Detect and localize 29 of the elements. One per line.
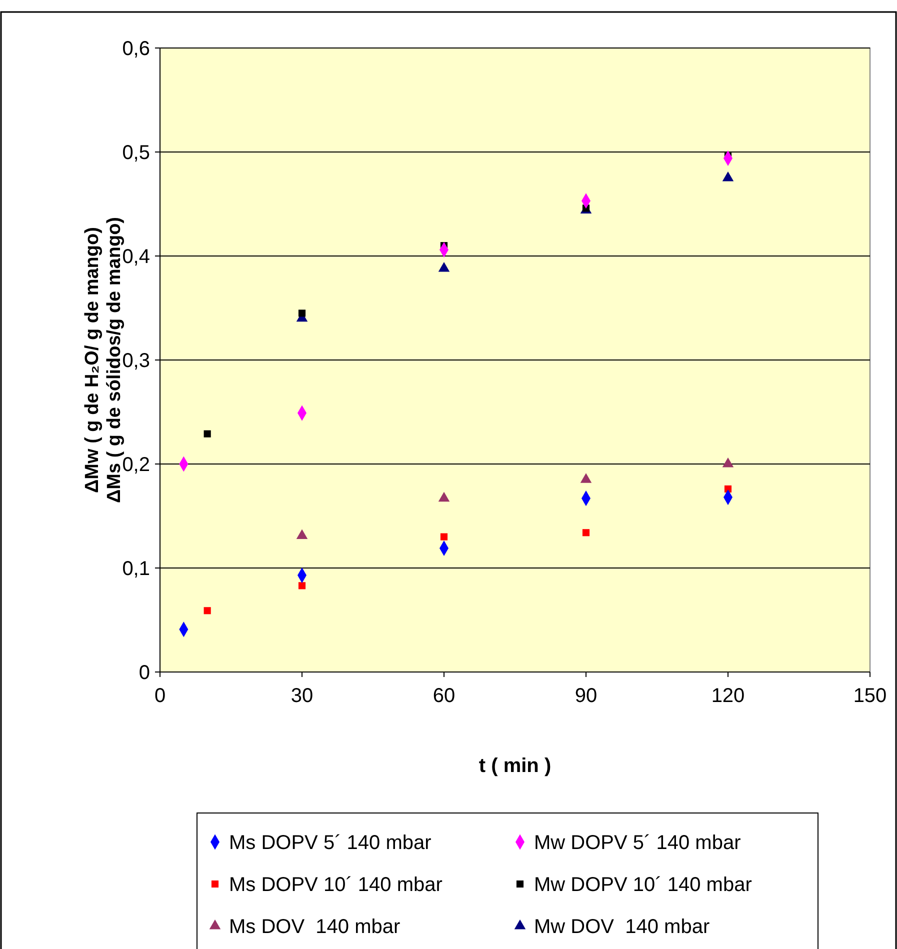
x-axis-title: t ( min ) [478, 755, 552, 777]
point [440, 533, 448, 540]
legend-label: Mw DOV 140 mbar [534, 916, 710, 938]
x-tick-label: 150 [853, 685, 887, 707]
point [298, 310, 306, 317]
y-tick-label: 0,4 [122, 246, 150, 268]
point [580, 473, 592, 483]
y-tick-label: 0,5 [122, 142, 150, 164]
x-tick-label: 90 [574, 685, 598, 707]
point [438, 492, 450, 502]
legend-label: Ms DOPV 5´ 140 mbar [229, 832, 432, 854]
x-tick-label: 60 [432, 685, 456, 707]
legend-label: Mw DOPV 10´ 140 mbar [534, 874, 752, 896]
point [296, 529, 308, 540]
point [298, 582, 306, 590]
y-tick-label: 0,6 [122, 38, 150, 60]
y-tick-label: 0,2 [122, 454, 150, 476]
y-tick-label: 0 [138, 662, 150, 684]
x-tick-label: 0 [154, 685, 166, 707]
x-tick-label: 30 [290, 685, 314, 707]
y-tick-label: 0,3 [122, 350, 150, 372]
point [204, 430, 211, 438]
legend-label: Ms DOPV 10´ 140 mbar [229, 874, 443, 896]
legend-label: Ms DOV 140 mbar [229, 916, 400, 938]
y-tick-label: 0,1 [122, 558, 150, 580]
legend-label: Mw DOPV 5´ 140 mbar [534, 832, 742, 854]
point [582, 529, 590, 536]
x-tick-label: 120 [711, 685, 745, 707]
point [204, 607, 211, 614]
